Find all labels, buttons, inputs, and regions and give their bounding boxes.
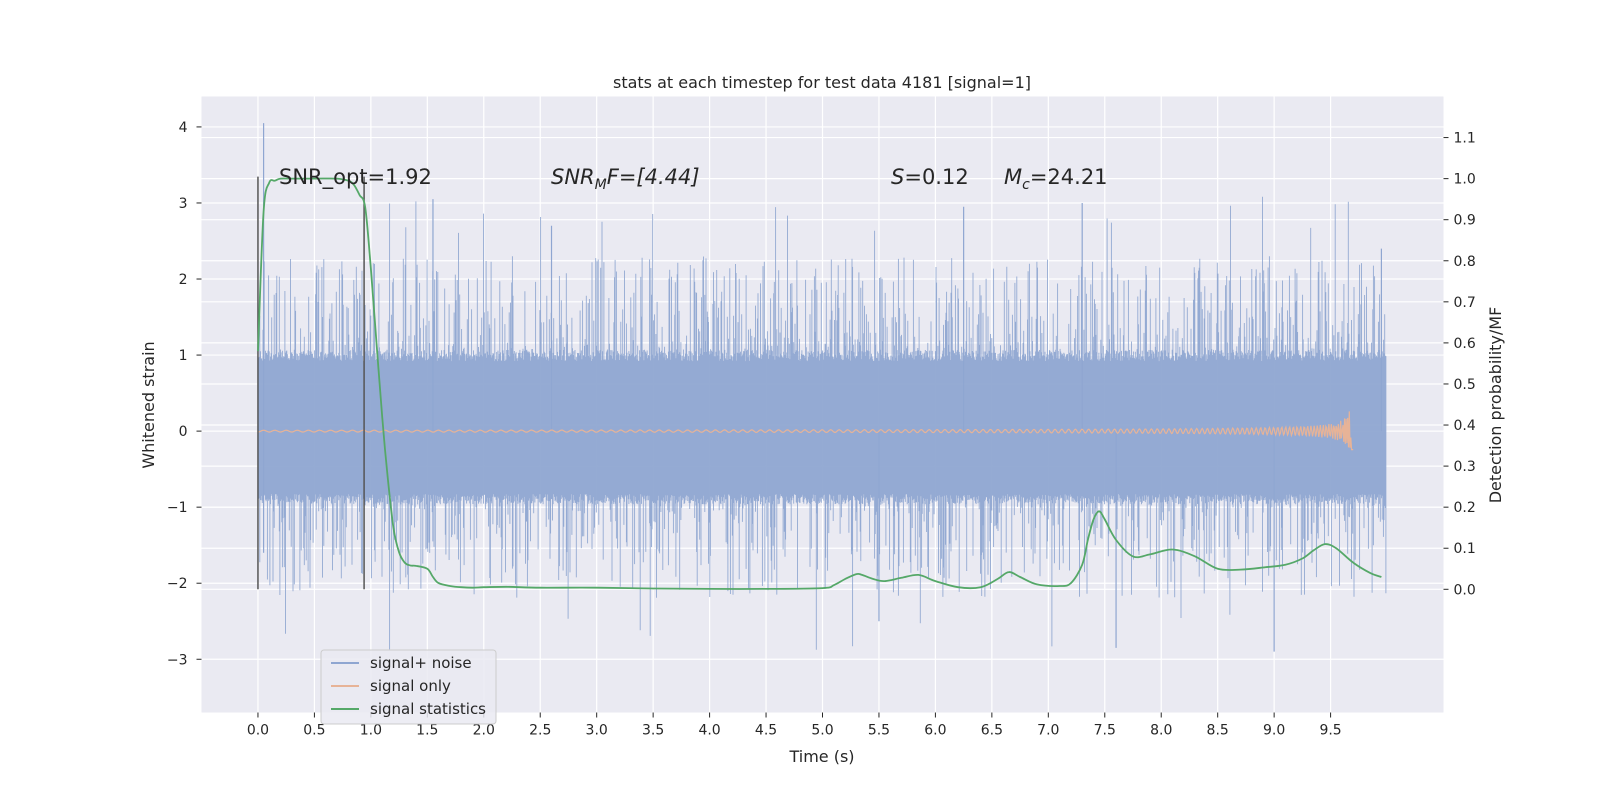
annotation-mc: Mc=24.21 <box>1004 165 1108 193</box>
y-tick-label: 0 <box>179 424 188 440</box>
x-tick-label: 5.0 <box>811 723 833 739</box>
x-tick-label: 8.0 <box>1150 723 1172 739</box>
annotation-mc-main: M <box>1004 165 1022 189</box>
x-tick-label: 0.0 <box>247 723 269 739</box>
x-tick-label: 7.5 <box>1094 723 1116 739</box>
chart-title: stats at each timestep for test data 418… <box>613 73 1031 92</box>
x-tick-label: 2.0 <box>473 723 495 739</box>
annotation-snr-mf-sub: M <box>595 177 607 193</box>
signal-noise-series <box>257 123 1387 652</box>
signal-only-trace <box>257 411 1354 451</box>
x-tick-label: 4.0 <box>698 723 720 739</box>
y-axis-right-label: Detection probability/MF <box>1486 307 1505 504</box>
y-axis-left-ticks: 4 3 2 1 0 −1 −2 −3 <box>167 120 202 668</box>
annotation-snr-mf-main: SNR <box>551 165 595 189</box>
x-tick-label: 8.5 <box>1207 723 1229 739</box>
signal-statistics-series <box>257 177 1382 590</box>
y-tick-label: 1 <box>179 348 188 364</box>
vertical-markers <box>257 176 365 590</box>
annotation-snr-mf-tail: F=[4.44] <box>607 165 700 189</box>
x-tick-label: 4.5 <box>755 723 777 739</box>
y-tick-label: −2 <box>167 576 188 592</box>
y-tick-label: 2 <box>179 272 188 288</box>
y-axis-label: Whitened strain <box>139 341 158 468</box>
annotation-s-tail: =0.12 <box>904 165 968 189</box>
x-tick-label: 1.5 <box>416 723 438 739</box>
y-right-tick-label: 0.2 <box>1454 500 1476 516</box>
x-axis-ticks: 0.0 0.5 1.0 1.5 2.0 2.5 3.0 3.5 4.0 4.5 5.0 5.5 6.0 6… <box>247 712 1342 739</box>
y-tick-label: 3 <box>179 196 188 212</box>
legend-box <box>320 649 497 725</box>
y-right-tick-label: 1.0 <box>1454 172 1476 188</box>
y-right-tick-label: 0.3 <box>1454 459 1476 475</box>
x-tick-label: 2.5 <box>529 723 551 739</box>
x-tick-label: 6.0 <box>924 723 946 739</box>
x-tick-label: 7.0 <box>1037 723 1059 739</box>
signal-only-series <box>257 411 1354 451</box>
y-right-tick-label: 0.9 <box>1454 213 1476 229</box>
y-axis-right-ticks: 1.1 1.0 0.9 0.8 0.7 0.6 0.5 0.4 0.3 0.2 0.1 0.0 <box>1443 131 1476 598</box>
annotation-mc-sub: c <box>1022 177 1030 193</box>
x-tick-label: 3.5 <box>642 723 664 739</box>
x-tick-label: 3.0 <box>586 723 608 739</box>
annotation-snr-mf: SNRMF=[4.44] <box>551 165 700 193</box>
y-right-tick-label: 0.5 <box>1454 377 1476 393</box>
y-tick-label: −3 <box>167 652 188 668</box>
legend-label-signal-noise: signal+ noise <box>370 654 472 672</box>
x-tick-label: 6.5 <box>981 723 1003 739</box>
x-axis-label: Time (s) <box>788 747 854 766</box>
annotation-s: S=0.12 <box>891 165 969 189</box>
y-right-tick-label: 1.1 <box>1454 131 1476 147</box>
legend-label-signal-statistics: signal statistics <box>370 700 486 718</box>
x-tick-label: 1.0 <box>360 723 382 739</box>
x-tick-label: 9.0 <box>1263 723 1285 739</box>
annotation-snr-opt: SNR_opt=1.92 <box>279 165 432 190</box>
y-right-tick-label: 0.8 <box>1454 254 1476 270</box>
x-tick-label: 5.5 <box>868 723 890 739</box>
y-right-tick-label: 0.6 <box>1454 336 1476 352</box>
x-tick-label: 0.5 <box>303 723 325 739</box>
legend-label-signal-only: signal only <box>370 677 451 695</box>
annotation-s-main: S <box>891 165 904 189</box>
y-right-tick-label: 0.0 <box>1454 582 1476 598</box>
annotation-mc-tail: =24.21 <box>1030 165 1108 189</box>
signal-statistics-line <box>257 177 1382 590</box>
legend: signal+ noise signal only signal statist… <box>320 649 497 725</box>
y-right-tick-label: 0.7 <box>1454 295 1476 311</box>
y-tick-label: 4 <box>179 120 188 136</box>
y-right-tick-label: 0.4 <box>1454 418 1476 434</box>
y-tick-label: −1 <box>167 500 188 516</box>
x-tick-label: 9.5 <box>1319 723 1341 739</box>
y-right-tick-label: 0.1 <box>1454 541 1476 557</box>
